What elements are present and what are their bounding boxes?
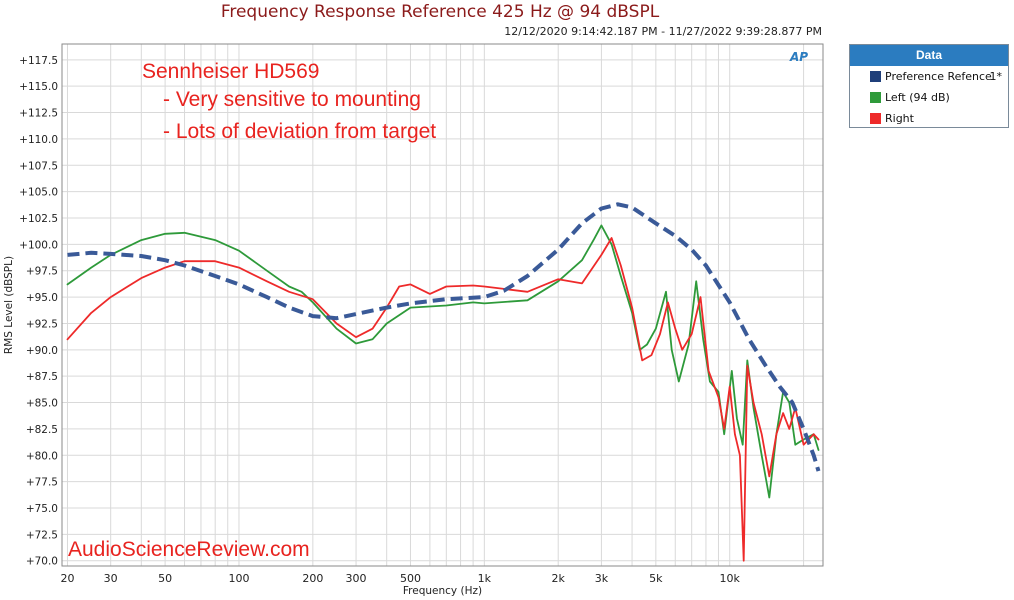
y-tick-label: +97.5	[26, 266, 58, 278]
y-tick-label: +115.0	[19, 81, 58, 93]
legend-label: Right	[885, 112, 914, 125]
y-tick-label: +100.0	[19, 239, 58, 251]
legend-swatch-preference	[870, 71, 881, 82]
ap-logo-icon: AP	[790, 50, 809, 64]
y-tick-label: +72.5	[26, 529, 58, 541]
x-tick-label: 2k	[552, 572, 566, 585]
series-line-0	[67, 202, 821, 472]
legend-swatch-right	[870, 113, 881, 124]
legend: Data Preference Refence 1* Left (94 dB) …	[849, 44, 1009, 128]
legend-label: Preference Refence	[885, 70, 992, 83]
x-tick-label: 300	[346, 572, 367, 585]
y-tick-label: +75.0	[26, 503, 58, 515]
y-tick-label: +85.0	[26, 398, 58, 410]
annotation-line-3: - Lots of deviation from target	[163, 120, 436, 143]
y-tick-label: +80.0	[26, 450, 58, 462]
x-tick-label: 1k	[478, 572, 492, 585]
watermark-text: AudioScienceReview.com	[68, 538, 310, 561]
legend-label: Left (94 dB)	[885, 91, 950, 104]
y-tick-label: +90.0	[26, 345, 58, 357]
legend-item-right[interactable]: Right	[850, 108, 1008, 129]
y-tick-label: +77.5	[26, 477, 58, 489]
x-tick-label: 50	[158, 572, 172, 585]
x-tick-label: 100	[228, 572, 249, 585]
y-axis-label: RMS Level (dBSPL)	[3, 256, 15, 354]
x-tick-label: 500	[400, 572, 421, 585]
legend-item-preference[interactable]: Preference Refence 1*	[850, 66, 1008, 87]
annotation-line-2: - Very sensitive to mounting	[163, 88, 421, 111]
annotation-line-1: Sennheiser HD569	[142, 60, 319, 83]
legend-item-left[interactable]: Left (94 dB)	[850, 87, 1008, 108]
y-tick-label: +70.0	[26, 556, 58, 568]
y-tick-label: +105.0	[19, 187, 58, 199]
chart-subtitle: 12/12/2020 9:14:42.187 PM - 11/27/2022 9…	[504, 25, 822, 38]
x-tick-label: 20	[60, 572, 74, 585]
y-tick-label: +117.5	[19, 55, 58, 67]
chart-title: Frequency Response Reference 425 Hz @ 94…	[220, 2, 660, 22]
y-tick-label: +92.5	[26, 318, 58, 330]
x-tick-label: 3k	[595, 572, 609, 585]
legend-title: Data	[850, 45, 1008, 66]
y-tick-label: +102.5	[19, 213, 58, 225]
x-tick-label: 30	[104, 572, 118, 585]
x-tick-label: 5k	[649, 572, 663, 585]
x-axis-label: Frequency (Hz)	[403, 585, 482, 597]
y-tick-label: +107.5	[19, 160, 58, 172]
y-tick-label: +110.0	[19, 134, 58, 146]
x-tick-label: 10k	[720, 572, 741, 585]
legend-swatch-left	[870, 92, 881, 103]
y-tick-label: +82.5	[26, 424, 58, 436]
plot-frame	[61, 43, 824, 567]
x-tick-label: 200	[302, 572, 323, 585]
series-line-2	[66, 237, 820, 562]
series-line-1	[66, 224, 820, 499]
y-tick-label: +112.5	[19, 108, 58, 120]
y-tick-label: +87.5	[26, 371, 58, 383]
y-tick-label: +95.0	[26, 292, 58, 304]
legend-suffix: 1*	[989, 70, 1003, 83]
